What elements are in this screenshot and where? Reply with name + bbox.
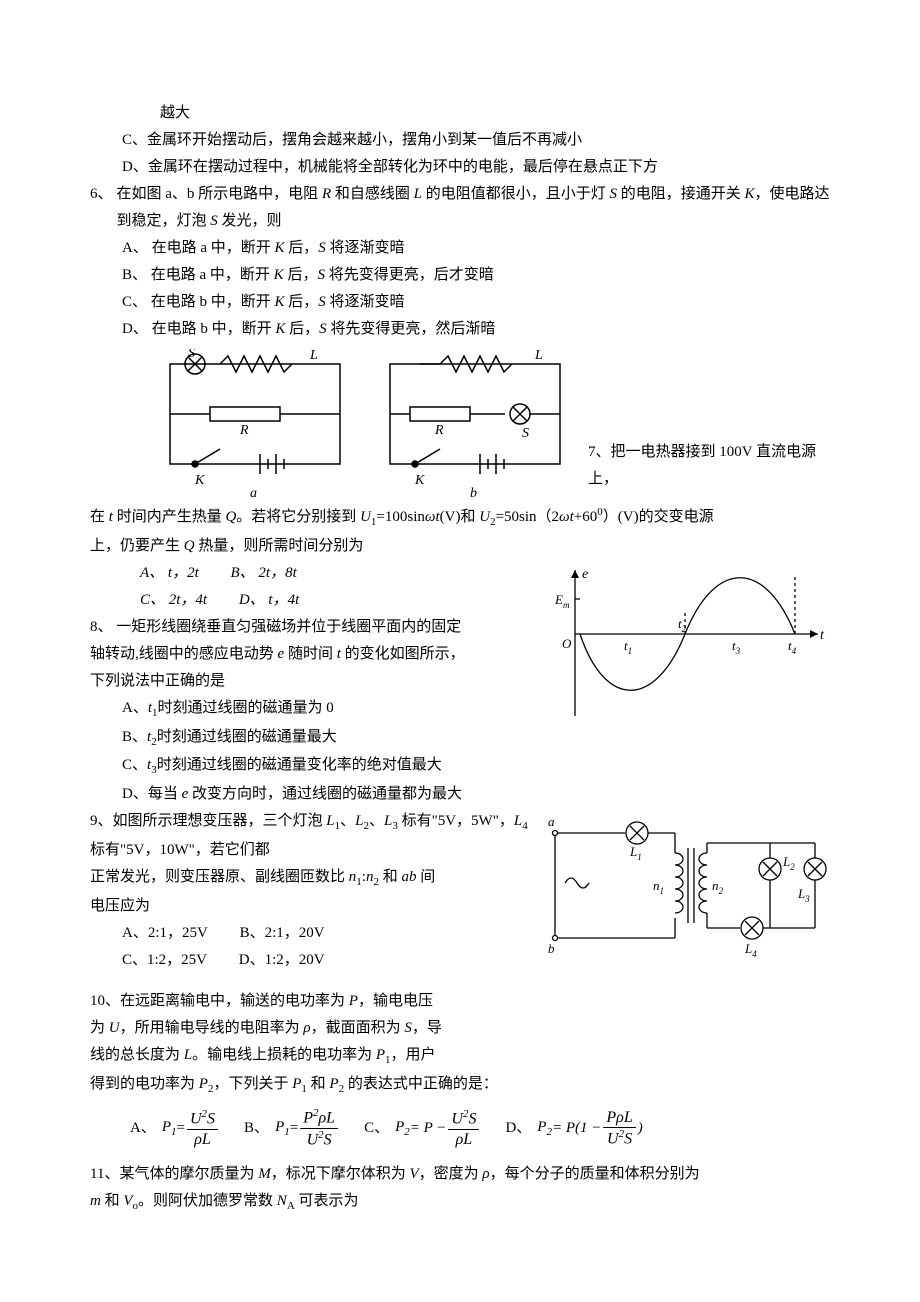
q6: 6、 在如图 a、b 所示电路中，电阻 R 和自感线圈 L 的电阻值都很小，且小…: [90, 181, 830, 235]
q6-t4: 的电阻，接通开关: [617, 186, 745, 202]
q11-line2: m 和 Vo。则阿伏加德罗常数 NA 可表示为: [90, 1188, 830, 1217]
transformer-icon: a b L1 L2 L3 L4 n1 n2: [540, 808, 830, 968]
q10-opt-c: C、 P2 = P − U2SρL: [364, 1108, 481, 1149]
q6-opt-c: C、 在电路 b 中，断开 K 后，S 将逐渐变暗: [90, 289, 830, 316]
svg-text:b: b: [548, 941, 555, 956]
q6-S: S: [609, 186, 617, 202]
q6-figure-row: S L R K a L R S K b 7、把一电热器接到 100V 直流电源上…: [90, 349, 830, 499]
svg-text:K: K: [194, 473, 205, 488]
q9-opt-c: C、1:2，25V: [122, 947, 207, 974]
svg-text:a: a: [548, 814, 555, 829]
q7-opt-d: D、 t，4t: [239, 587, 299, 614]
q7-opt-a: A、 t，2t: [140, 560, 199, 587]
circuit-b-icon: L R S K b: [370, 349, 580, 499]
svg-text:L: L: [534, 349, 543, 363]
q10-opt-a: A、 P1 = U2SρL: [130, 1108, 220, 1149]
q10-line3: 线的总长度为 L。输电线上损耗的电功率为 P1，用户: [90, 1042, 830, 1071]
svg-text:n1: n1: [653, 878, 664, 896]
q6-opt-a: A、 在电路 a 中，断开 K 后，S 将逐渐变暗: [90, 235, 830, 262]
q5-tail: 越大: [90, 100, 830, 127]
emf-graph-icon: e Em O t t1 t2 t3 t4: [550, 564, 830, 724]
q10-line1: 10、在远距离输电中，输送的电功率为 P，输电电压: [90, 988, 830, 1015]
q6-t3: 的电阻值都很小，且小于灯: [422, 186, 610, 202]
q10-line2: 为 U，所用输电导线的电阻率为 ρ，截面面积为 S，导: [90, 1015, 830, 1042]
q6-opt-b: B、 在电路 a 中，断开 K 后，S 将先变得更亮，后才变暗: [90, 262, 830, 289]
svg-text:O: O: [562, 636, 572, 651]
q9-opt-b: B、2:1，20V: [240, 920, 325, 947]
q6-num: 6、: [90, 181, 113, 208]
q6-S2: S: [210, 213, 218, 229]
svg-text:L1: L1: [629, 844, 642, 862]
q10-equations: A、 P1 = U2SρL B、 P1 = P2ρLU2S C、 P2 = P …: [90, 1107, 830, 1149]
q7-line2: 在 t 时间内产生热量 Q。若将它分别接到 U1=100sinωt(V)和 U2…: [90, 503, 830, 533]
q11-line1: 11、某气体的摩尔质量为 M，标况下摩尔体积为 V，密度为 ρ，每个分子的质量和…: [90, 1161, 830, 1188]
q10-line4: 得到的电功率为 P2，下列关于 P1 和 P2 的表达式中正确的是：: [90, 1071, 830, 1100]
q8-opt-b: B、t2时刻通过线圈的磁通量最大: [90, 724, 830, 753]
circuit-a-icon: S L R K a: [150, 349, 360, 499]
svg-text:L3: L3: [797, 886, 810, 904]
svg-text:n2: n2: [712, 878, 724, 896]
q6-L: L: [414, 186, 422, 202]
q10-opt-d: D、 P2 = P(1 − PρLU2S ): [505, 1108, 642, 1149]
q10-opt-b: B、 P1 = P2ρLU2S: [244, 1107, 340, 1149]
svg-text:S: S: [522, 426, 529, 441]
svg-text:L: L: [309, 349, 318, 363]
svg-text:L2: L2: [782, 854, 795, 872]
q6-R: R: [322, 186, 331, 202]
q5-opt-d: D、金属环在摆动过程中，机械能将全部转化为环中的电能，最后停在悬点正下方: [90, 154, 830, 181]
q7-lead-wrap: 7、把一电热器接到 100V 直流电源上，: [580, 439, 830, 499]
svg-text:R: R: [434, 423, 444, 438]
q9-opt-a: A、2:1，25V: [122, 920, 208, 947]
svg-text:R: R: [239, 423, 249, 438]
q7-lead: 把一电热器接到 100V 直流电源上，: [588, 444, 816, 487]
q8-opt-c: C、t3时刻通过线圈的磁通量变化率的绝对值最大: [90, 752, 830, 781]
q6-t6: 发光，则: [218, 213, 282, 229]
q5-opt-c: C、金属环开始摆动后，摆角会越来越小，摆角小到某一值后不再减小: [90, 127, 830, 154]
svg-text:S: S: [188, 349, 195, 361]
q7-num: 7、: [588, 444, 611, 460]
q7-opt-b: B、 2t，8t: [231, 560, 297, 587]
q9-opt-d: D、1:2，20V: [239, 947, 325, 974]
svg-text:L4: L4: [744, 941, 757, 959]
svg-text:b: b: [470, 486, 477, 499]
q6-t2: 和自感线圈: [331, 186, 414, 202]
q7-opt-c: C、 2t，4t: [140, 587, 207, 614]
svg-text:K: K: [414, 473, 425, 488]
q6-K: K: [745, 186, 755, 202]
q8-opt-d: D、每当 e 改变方向时，通过线圈的磁通量都为最大: [90, 781, 830, 808]
q6-t1: 在如图 a、b 所示电路中，电阻: [117, 186, 322, 202]
svg-text:a: a: [250, 486, 257, 499]
q6-opt-d: D、 在电路 b 中，断开 K 后，S 将先变得更亮，然后渐暗: [90, 316, 830, 343]
svg-text:e: e: [582, 567, 588, 582]
q7-line3: 上，仍要产生 Q 热量，则所需时间分别为: [90, 533, 830, 560]
